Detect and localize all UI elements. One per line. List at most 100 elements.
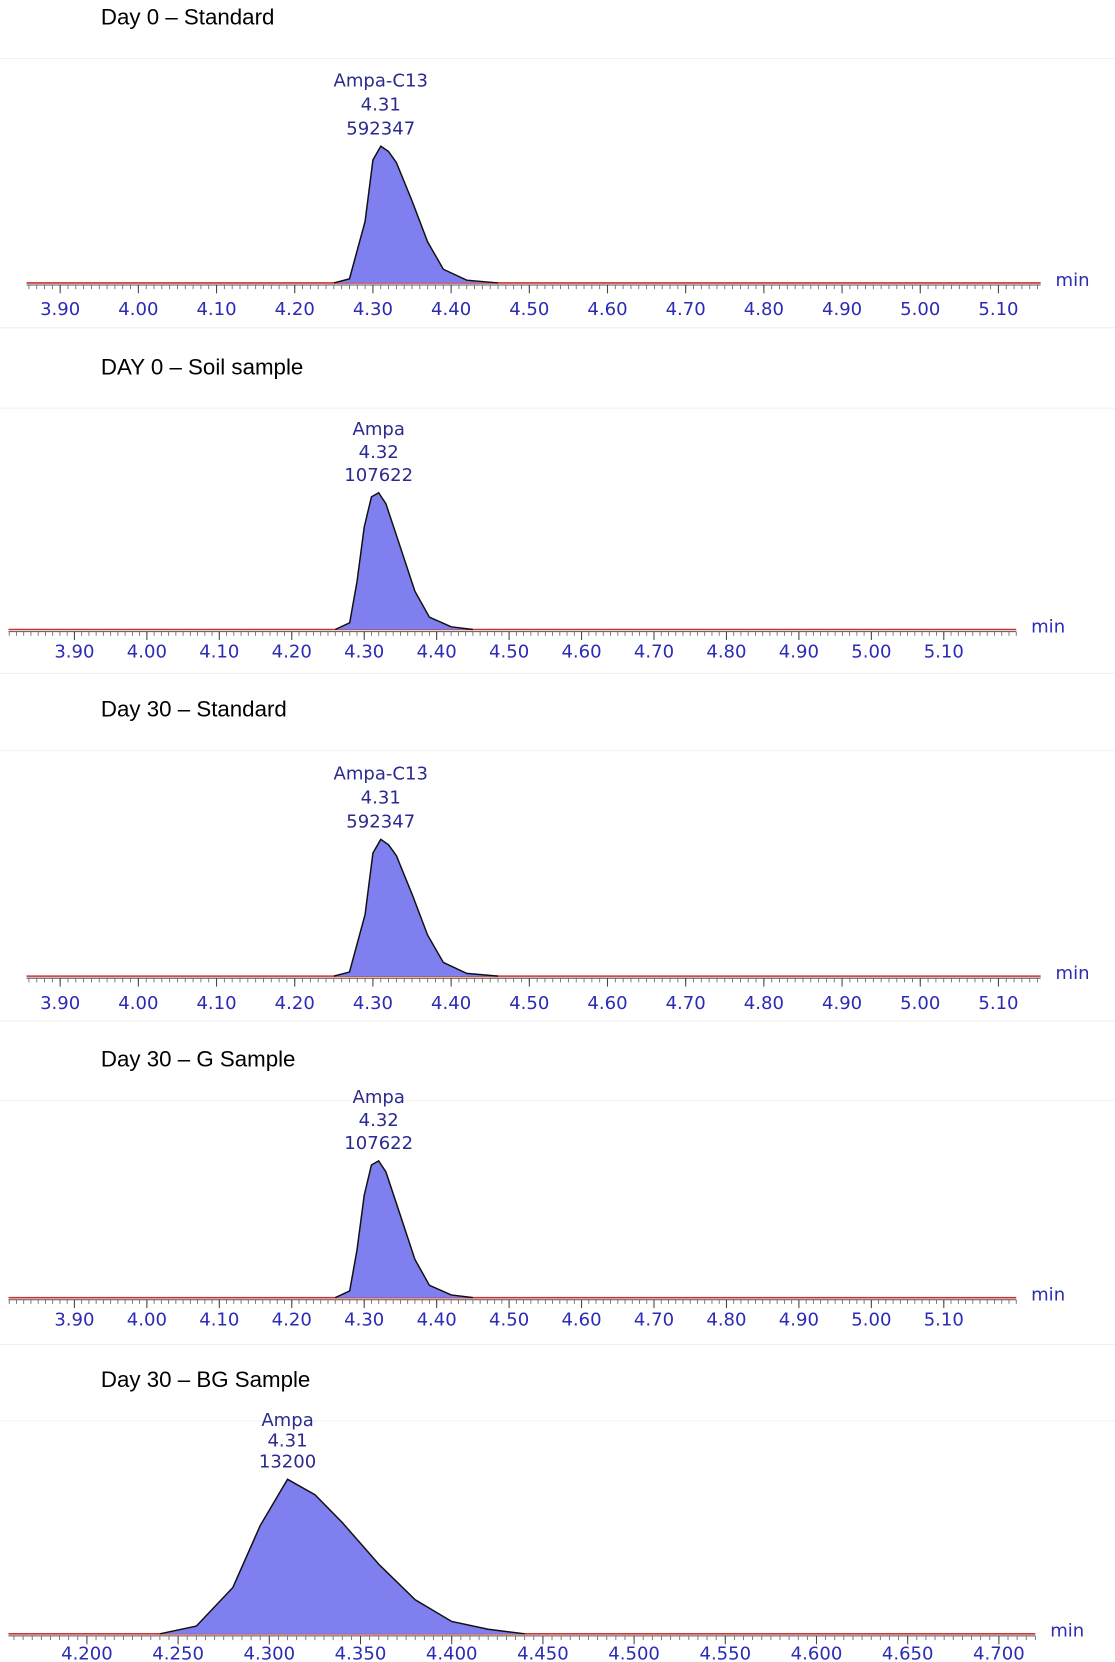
panel-title: Day 30 – G Sample [101,1047,296,1072]
x-tick-label: 4.10 [199,642,239,663]
peak-rt: 4.32 [359,1110,399,1131]
panel: Day 0 – Standard 3.90 4.00 4.10 4.20 4.30 4.40… [0,5,1115,329]
peak-trace [333,145,499,284]
panel-title: Day 30 – BG Sample [101,1367,310,1392]
x-tick-label: 4.80 [706,642,746,663]
x-tick-label: 4.70 [666,993,706,1014]
peak-name: Ampa-C13 [333,71,427,92]
x-tick-label: 4.30 [344,1310,384,1331]
x-unit: min [1056,963,1090,984]
peak-area [335,1160,473,1298]
x-tick-label: 4.350 [335,1644,387,1662]
peak-rt: 4.31 [361,788,401,809]
x-tick-label: 4.90 [822,993,862,1014]
x-tick-label: 4.70 [634,1310,674,1331]
peak-rt: 4.31 [361,95,401,116]
peak-trace [333,838,499,977]
x-tick-label: 5.00 [851,642,891,663]
x-tick-label: 4.00 [118,299,158,320]
x-tick-label: 4.00 [118,993,158,1014]
x-tick-label: 3.90 [40,299,80,320]
x-tick-label: 4.30 [353,993,393,1014]
x-unit: min [1031,1285,1065,1306]
x-tick-label: 4.00 [127,1310,167,1331]
panel-title: DAY 0 – Soil sample [101,354,303,379]
x-tick-label: 4.80 [706,1310,746,1331]
x-tick-label: 5.10 [924,1310,964,1331]
peak-trace [334,491,473,631]
x-tick-label: 4.40 [431,993,471,1014]
x-tick-label: 4.90 [779,1310,819,1331]
x-tick-label: 4.50 [509,993,549,1014]
x-tick-label: 4.450 [517,1644,569,1662]
x-tick-label: 5.10 [978,993,1018,1014]
peak-area: 592347 [346,812,415,833]
panel: Day 30 – BG Sample 4.200 4.250 4.300 4.350 4.… [0,1367,1115,1662]
x-tick-label: 4.50 [489,1310,529,1331]
peak-name: Ampa [352,1087,404,1108]
x-tick-label: 4.90 [779,642,819,663]
peak-area [333,839,499,977]
x-tick-label: 4.500 [608,1644,660,1662]
x-tick-label: 3.90 [40,993,80,1014]
x-unit: min [1056,270,1090,291]
x-tick-label: 5.10 [924,642,964,663]
x-tick-label: 4.300 [243,1644,295,1662]
x-tick-label: 4.250 [152,1644,204,1662]
x-unit: min [1050,1621,1084,1642]
x-tick-label: 4.60 [587,993,627,1014]
panel: Day 30 – G Sample 3.90 4.00 4.10 4.20 4.30 4.4… [0,1047,1115,1346]
x-tick-label: 4.60 [587,299,627,320]
x-tick-label: 5.00 [900,993,940,1014]
peak-area [159,1479,525,1634]
x-tick-label: 4.20 [272,1310,312,1331]
x-tick-label: 4.10 [196,993,236,1014]
peak-area: 13200 [259,1452,316,1473]
x-tick-label: 4.80 [744,299,784,320]
x-tick-label: 4.60 [561,642,601,663]
x-tick-label: 4.700 [973,1644,1025,1662]
peak-name: Ampa [352,419,404,440]
panel: DAY 0 – Soil sample 3.90 4.00 4.10 4.20 4.30 4… [0,354,1115,674]
peak-name: Ampa [261,1410,313,1431]
x-tick-label: 4.30 [344,642,384,663]
x-tick-label: 4.40 [417,642,457,663]
x-tick-label: 4.90 [822,299,862,320]
x-tick-label: 5.00 [851,1310,891,1331]
peak-area: 107622 [344,465,413,486]
x-tick-label: 4.550 [699,1644,751,1662]
x-tick-label: 4.40 [431,299,471,320]
x-tick-label: 4.20 [272,642,312,663]
x-tick-label: 4.80 [744,993,784,1014]
x-tick-label: 4.30 [353,299,393,320]
x-tick-label: 5.00 [900,299,940,320]
x-tick-label: 4.50 [489,642,529,663]
peak-area [335,492,473,630]
x-tick-label: 4.60 [561,1310,601,1331]
x-tick-label: 3.90 [54,1310,94,1331]
x-tick-label: 4.10 [196,299,236,320]
x-unit: min [1031,617,1065,638]
x-tick-label: 4.70 [634,642,674,663]
x-tick-label: 3.90 [54,642,94,663]
panel-title: Day 30 – Standard [101,697,287,722]
panel: Day 30 – Standard 3.90 4.00 4.10 4.20 4.30 4.4… [0,697,1115,1022]
peak-rt: 4.31 [267,1431,307,1452]
x-tick-label: 4.20 [275,299,315,320]
x-tick-label: 4.600 [791,1644,843,1662]
peak-rt: 4.32 [359,442,399,463]
peak-area: 592347 [346,119,415,140]
x-tick-label: 4.00 [127,642,167,663]
x-tick-label: 4.200 [61,1644,113,1662]
peak-trace [159,1478,525,1635]
x-tick-label: 4.70 [666,299,706,320]
peak-area: 107622 [344,1133,413,1154]
panel-title: Day 0 – Standard [101,5,275,30]
peak-trace [334,1159,473,1299]
x-tick-label: 5.10 [978,299,1018,320]
peak-name: Ampa-C13 [333,764,427,785]
peak-area [333,146,499,283]
x-tick-label: 4.400 [426,1644,478,1662]
